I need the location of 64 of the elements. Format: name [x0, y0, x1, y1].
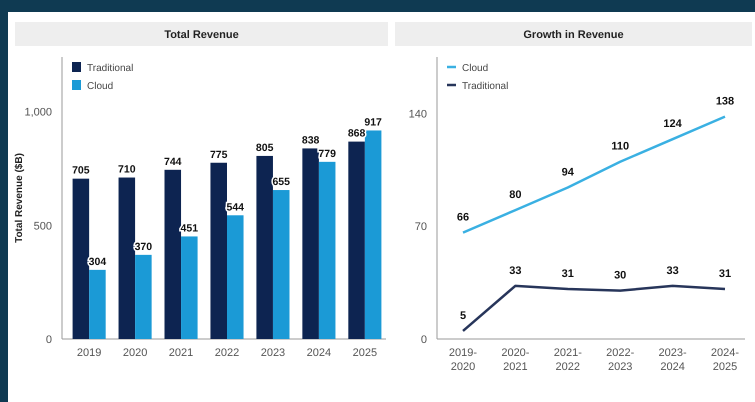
- legend-label: Cloud: [462, 63, 488, 74]
- bar: [181, 236, 198, 339]
- x-tick-label: 2022: [214, 347, 240, 359]
- x-tick-label: 2020-2021: [501, 347, 530, 373]
- data-label: 710: [118, 164, 136, 176]
- legend-label: Traditional: [462, 81, 508, 92]
- x-tick-label: 2024-2025: [710, 347, 740, 373]
- x-tick-label: 2025: [352, 347, 378, 359]
- data-label: 370: [134, 240, 152, 253]
- data-label: 30: [614, 270, 626, 282]
- data-label: 838: [302, 134, 320, 146]
- data-label: 33: [666, 264, 679, 277]
- bar: [318, 162, 336, 339]
- line-series: [462, 284, 726, 332]
- y-tick-label: 70: [414, 221, 427, 234]
- bar: [364, 130, 382, 339]
- data-label: 917: [364, 116, 382, 128]
- data-label: 124: [663, 118, 683, 130]
- bar: [256, 156, 273, 339]
- x-tick-label: 2021: [168, 347, 194, 359]
- legend-label: Traditional: [87, 63, 134, 74]
- bar: [302, 148, 319, 339]
- data-label: 705: [72, 164, 90, 177]
- x-tick-label: 2023-2024: [658, 347, 687, 373]
- data-label: 31: [718, 268, 732, 280]
- data-label: 5: [460, 310, 466, 322]
- bar: [89, 270, 106, 339]
- x-tick-label: 2019-2020: [448, 347, 478, 373]
- data-label: 805: [256, 142, 274, 154]
- bar: [72, 178, 90, 339]
- bar: [348, 142, 365, 339]
- y-tick-label: 500: [34, 220, 52, 232]
- bar: [164, 170, 182, 339]
- bar: [210, 162, 227, 339]
- y-tick-label: 140: [408, 108, 427, 120]
- x-tick-label: 2020: [122, 347, 148, 359]
- data-label: 66: [456, 212, 470, 224]
- bar: [118, 178, 136, 339]
- data-label: 31: [562, 268, 574, 280]
- y-axis-title: Total Revenue ($B): [14, 153, 25, 243]
- data-label: 110: [611, 140, 630, 153]
- x-tick-label: 2019: [76, 347, 102, 359]
- data-label: 744: [164, 156, 182, 168]
- data-label: 33: [509, 264, 522, 277]
- y-tick-label: 0: [46, 334, 52, 346]
- x-tick-label: 2022-2023: [606, 347, 635, 373]
- y-tick-label: 0: [420, 334, 427, 346]
- data-label: 304: [88, 256, 106, 268]
- chart-title: Total Revenue: [164, 29, 239, 41]
- bar: [227, 215, 244, 339]
- data-label: 775: [210, 148, 228, 161]
- chart-title: Growth in Revenue: [523, 29, 624, 41]
- data-label: 544: [226, 201, 244, 214]
- data-label: 868: [348, 128, 366, 140]
- x-tick-label: 2023: [260, 347, 286, 359]
- x-tick-label: 2024: [306, 347, 332, 359]
- x-tick-label: 2021-2022: [554, 347, 582, 373]
- y-tick-label: 1,000: [24, 106, 52, 119]
- bar: [272, 190, 290, 339]
- data-label: 138: [716, 96, 734, 108]
- legend-label: Cloud: [87, 81, 114, 92]
- data-label: 80: [509, 189, 522, 202]
- bar: [135, 254, 152, 339]
- data-label: 94: [562, 166, 575, 179]
